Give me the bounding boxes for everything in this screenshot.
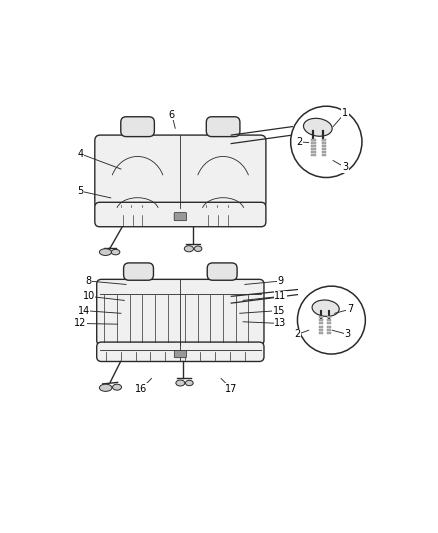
Ellipse shape bbox=[184, 246, 194, 252]
Text: 13: 13 bbox=[274, 319, 286, 328]
Text: 2: 2 bbox=[294, 329, 300, 340]
Text: 3: 3 bbox=[344, 329, 350, 340]
Bar bbox=[321, 142, 326, 144]
Bar bbox=[311, 139, 316, 141]
Bar bbox=[311, 145, 316, 147]
Text: 10: 10 bbox=[83, 292, 95, 301]
Text: 1: 1 bbox=[342, 108, 348, 118]
Bar bbox=[318, 317, 322, 318]
Text: 8: 8 bbox=[86, 276, 92, 286]
Bar bbox=[318, 332, 322, 334]
Bar bbox=[327, 332, 332, 334]
Bar bbox=[311, 154, 316, 157]
Bar bbox=[327, 328, 332, 330]
Ellipse shape bbox=[99, 249, 112, 255]
Text: 5: 5 bbox=[77, 186, 83, 196]
Bar bbox=[327, 317, 332, 318]
FancyBboxPatch shape bbox=[207, 263, 237, 280]
Bar bbox=[327, 322, 332, 325]
Text: 15: 15 bbox=[272, 305, 285, 316]
Bar bbox=[318, 326, 322, 328]
FancyBboxPatch shape bbox=[174, 350, 187, 358]
Bar bbox=[321, 151, 326, 154]
Circle shape bbox=[297, 286, 365, 354]
Ellipse shape bbox=[99, 384, 112, 391]
Bar bbox=[321, 154, 326, 157]
FancyBboxPatch shape bbox=[124, 263, 153, 280]
Ellipse shape bbox=[176, 380, 185, 386]
Text: 12: 12 bbox=[74, 319, 86, 328]
Bar bbox=[327, 326, 332, 328]
Bar bbox=[318, 328, 322, 330]
Text: 6: 6 bbox=[169, 110, 175, 120]
Bar bbox=[327, 319, 332, 321]
Bar bbox=[321, 148, 326, 150]
Ellipse shape bbox=[185, 381, 193, 386]
Ellipse shape bbox=[113, 384, 121, 390]
Text: 2: 2 bbox=[296, 137, 302, 147]
Text: 17: 17 bbox=[225, 384, 237, 394]
Text: 3: 3 bbox=[342, 163, 348, 172]
Text: 14: 14 bbox=[78, 305, 90, 316]
Bar bbox=[311, 151, 316, 154]
Ellipse shape bbox=[304, 118, 332, 136]
Ellipse shape bbox=[194, 246, 202, 252]
FancyBboxPatch shape bbox=[97, 279, 264, 345]
Bar bbox=[318, 322, 322, 325]
Bar bbox=[318, 319, 322, 321]
Ellipse shape bbox=[111, 249, 120, 255]
FancyBboxPatch shape bbox=[95, 203, 266, 227]
Text: 11: 11 bbox=[274, 292, 286, 301]
Bar bbox=[311, 148, 316, 150]
FancyBboxPatch shape bbox=[95, 135, 266, 208]
Text: 9: 9 bbox=[277, 276, 283, 286]
Bar bbox=[311, 142, 316, 144]
Text: 4: 4 bbox=[77, 149, 83, 159]
Bar bbox=[321, 139, 326, 141]
FancyBboxPatch shape bbox=[206, 117, 240, 136]
FancyBboxPatch shape bbox=[174, 213, 187, 221]
Ellipse shape bbox=[312, 300, 339, 317]
Text: 7: 7 bbox=[347, 304, 353, 314]
Bar bbox=[321, 145, 326, 147]
Circle shape bbox=[291, 106, 362, 177]
FancyBboxPatch shape bbox=[121, 117, 154, 136]
Text: 16: 16 bbox=[135, 384, 148, 394]
FancyBboxPatch shape bbox=[97, 342, 264, 361]
